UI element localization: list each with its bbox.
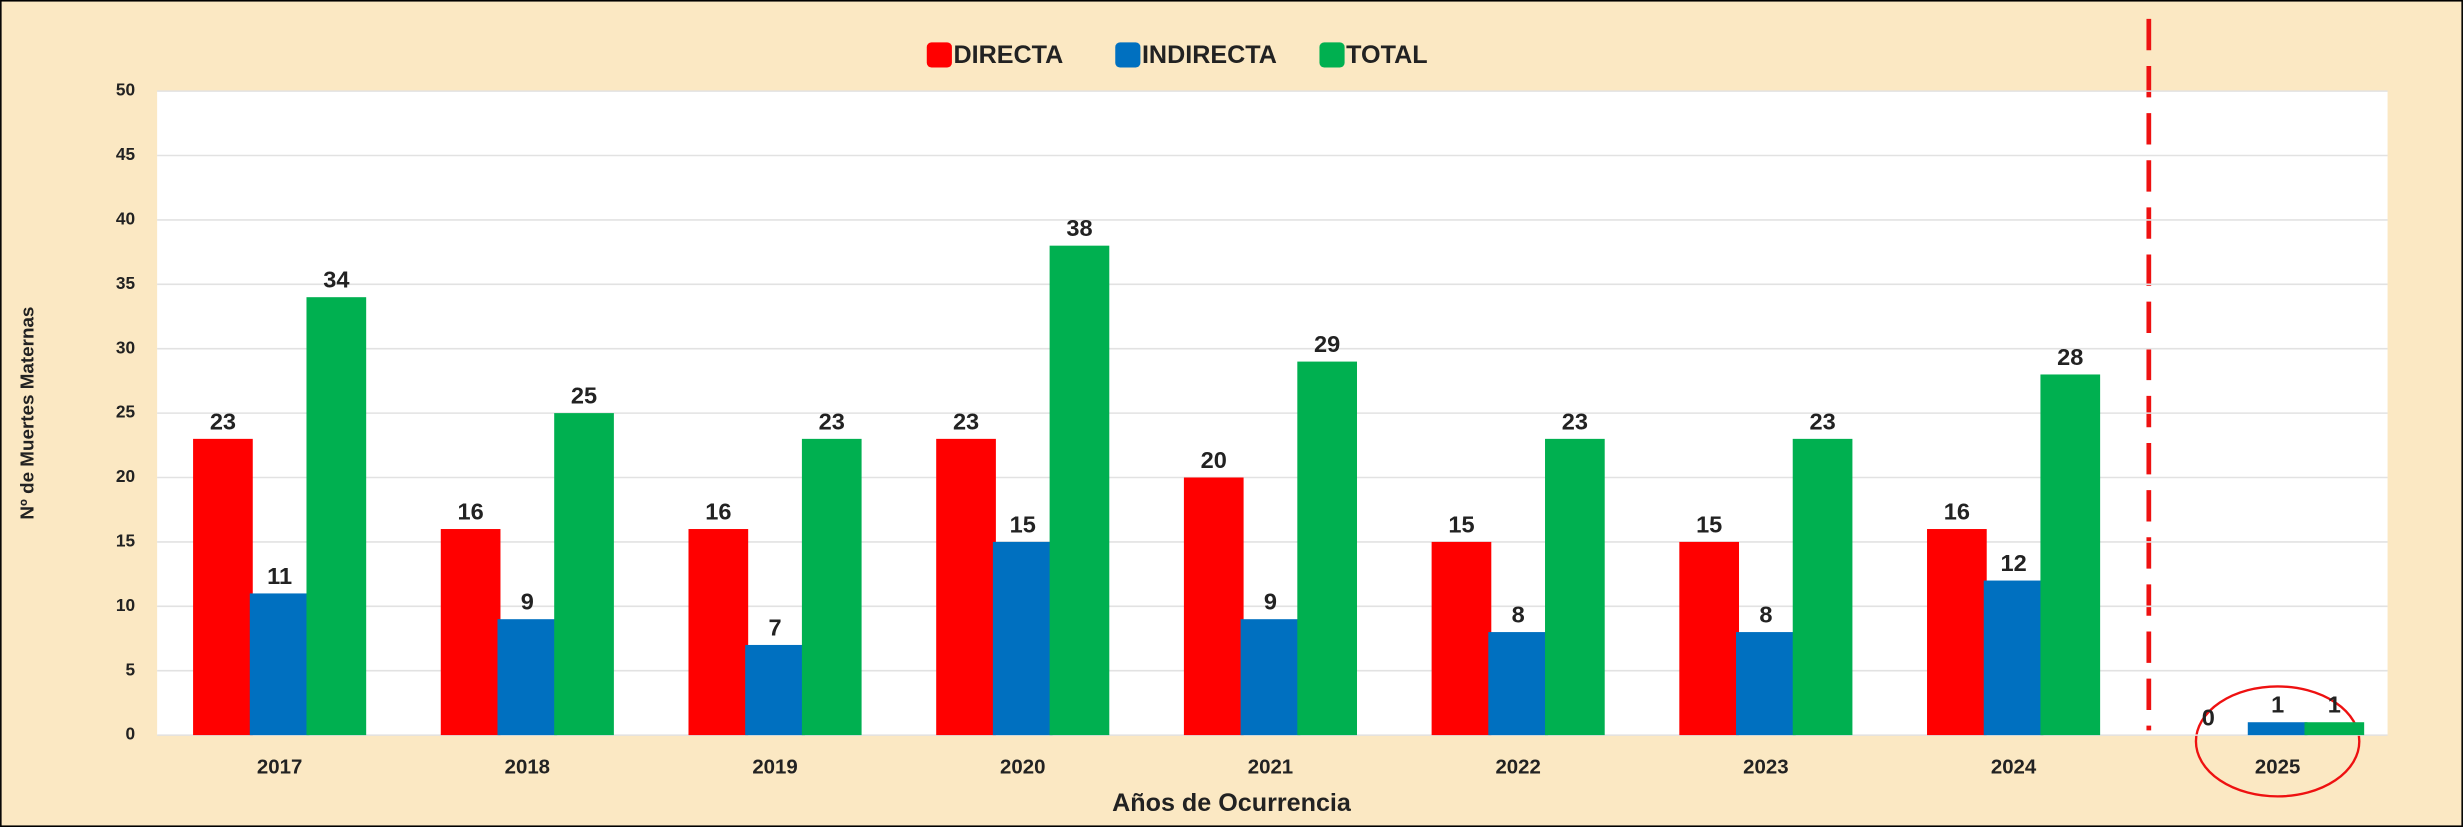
x-tick-label: 2025 — [2255, 756, 2300, 778]
bar — [1736, 632, 1796, 736]
y-tick-label: 20 — [116, 466, 135, 486]
value-label: 38 — [1066, 215, 1092, 241]
y-tick-label: 5 — [126, 659, 136, 679]
value-label: 15 — [1448, 511, 1474, 537]
value-label: 34 — [323, 267, 349, 293]
x-tick-label: 2023 — [1743, 756, 1788, 778]
bar — [1240, 619, 1301, 736]
x-tick-label: 2018 — [505, 756, 550, 778]
x-tick-label: 2017 — [257, 756, 302, 778]
value-label: 8 — [1759, 602, 1772, 628]
value-label: 11 — [267, 563, 292, 589]
bar — [1183, 477, 1244, 736]
value-label: 0 — [2202, 705, 2215, 731]
x-tick-label: 2021 — [1248, 756, 1293, 778]
bar — [745, 644, 805, 736]
bar — [306, 297, 367, 736]
bar — [1545, 438, 1605, 736]
bar — [2304, 722, 2365, 736]
legend-swatch — [1319, 42, 1345, 68]
legend-label: DIRECTA — [953, 41, 1063, 69]
y-tick-label: 50 — [116, 80, 135, 100]
bar — [1297, 361, 1358, 736]
value-label: 23 — [953, 408, 979, 434]
highlight — [2194, 685, 2361, 798]
y-tick-label: 25 — [116, 402, 136, 422]
value-label: 15 — [1010, 511, 1036, 537]
value-label: 20 — [1201, 447, 1227, 473]
value-label: 15 — [1696, 511, 1722, 537]
value-label: 23 — [210, 408, 236, 434]
value-label: 1 — [2328, 692, 2341, 718]
legend-swatch — [1115, 42, 1141, 68]
value-label: 28 — [2057, 344, 2083, 370]
value-label: 16 — [458, 499, 484, 525]
value-label: 16 — [705, 499, 731, 525]
x-tick-label: 2022 — [1495, 756, 1540, 778]
y-tick-label: 45 — [116, 144, 136, 164]
value-label: 29 — [1314, 331, 1340, 357]
legend-label: TOTAL — [1346, 41, 1427, 69]
legend-label: INDIRECTA — [1142, 41, 1277, 69]
value-label: 9 — [521, 589, 534, 615]
y-tick-label: 15 — [116, 530, 136, 550]
value-label: 23 — [1562, 408, 1588, 434]
bar — [193, 438, 253, 736]
bar — [801, 438, 862, 736]
bar — [554, 413, 614, 736]
x-tick-label: 2019 — [752, 756, 797, 778]
bar — [1792, 438, 1853, 736]
bar — [2247, 722, 2308, 736]
y-tick-label: 30 — [116, 337, 135, 357]
value-label: 25 — [571, 383, 597, 409]
bar — [497, 619, 558, 736]
bar — [1927, 529, 1987, 736]
bar — [1049, 245, 1110, 736]
x-tick-label: 2020 — [1000, 756, 1045, 778]
bar — [1488, 632, 1549, 736]
x-tick-label: 2024 — [1991, 756, 2037, 778]
value-label: 8 — [1512, 602, 1525, 628]
value-label: 23 — [819, 408, 845, 434]
bar — [1431, 541, 1492, 736]
y-tick-label: 10 — [116, 595, 135, 615]
legend-swatch — [926, 42, 952, 68]
bar — [249, 593, 310, 736]
bar — [992, 541, 1053, 736]
value-label: 9 — [1264, 589, 1277, 615]
y-tick-label: 35 — [116, 273, 136, 293]
y-tick-label: 40 — [116, 208, 135, 228]
bar — [688, 529, 749, 736]
y-tick-label: 0 — [126, 724, 136, 744]
value-label: 16 — [1944, 499, 1970, 525]
y-axis-title: Nº de Muertes Maternas — [16, 307, 37, 520]
bar — [1679, 541, 1740, 736]
value-label: 1 — [2271, 692, 2284, 718]
value-label: 23 — [1809, 408, 1835, 434]
bar — [440, 529, 501, 736]
bar — [1983, 580, 2044, 736]
x-axis-title: Años de Ocurrencia — [1112, 789, 1352, 817]
bar — [2040, 374, 2101, 736]
bar — [936, 438, 996, 736]
value-label: 7 — [768, 614, 781, 640]
value-label: 12 — [2000, 550, 2026, 576]
